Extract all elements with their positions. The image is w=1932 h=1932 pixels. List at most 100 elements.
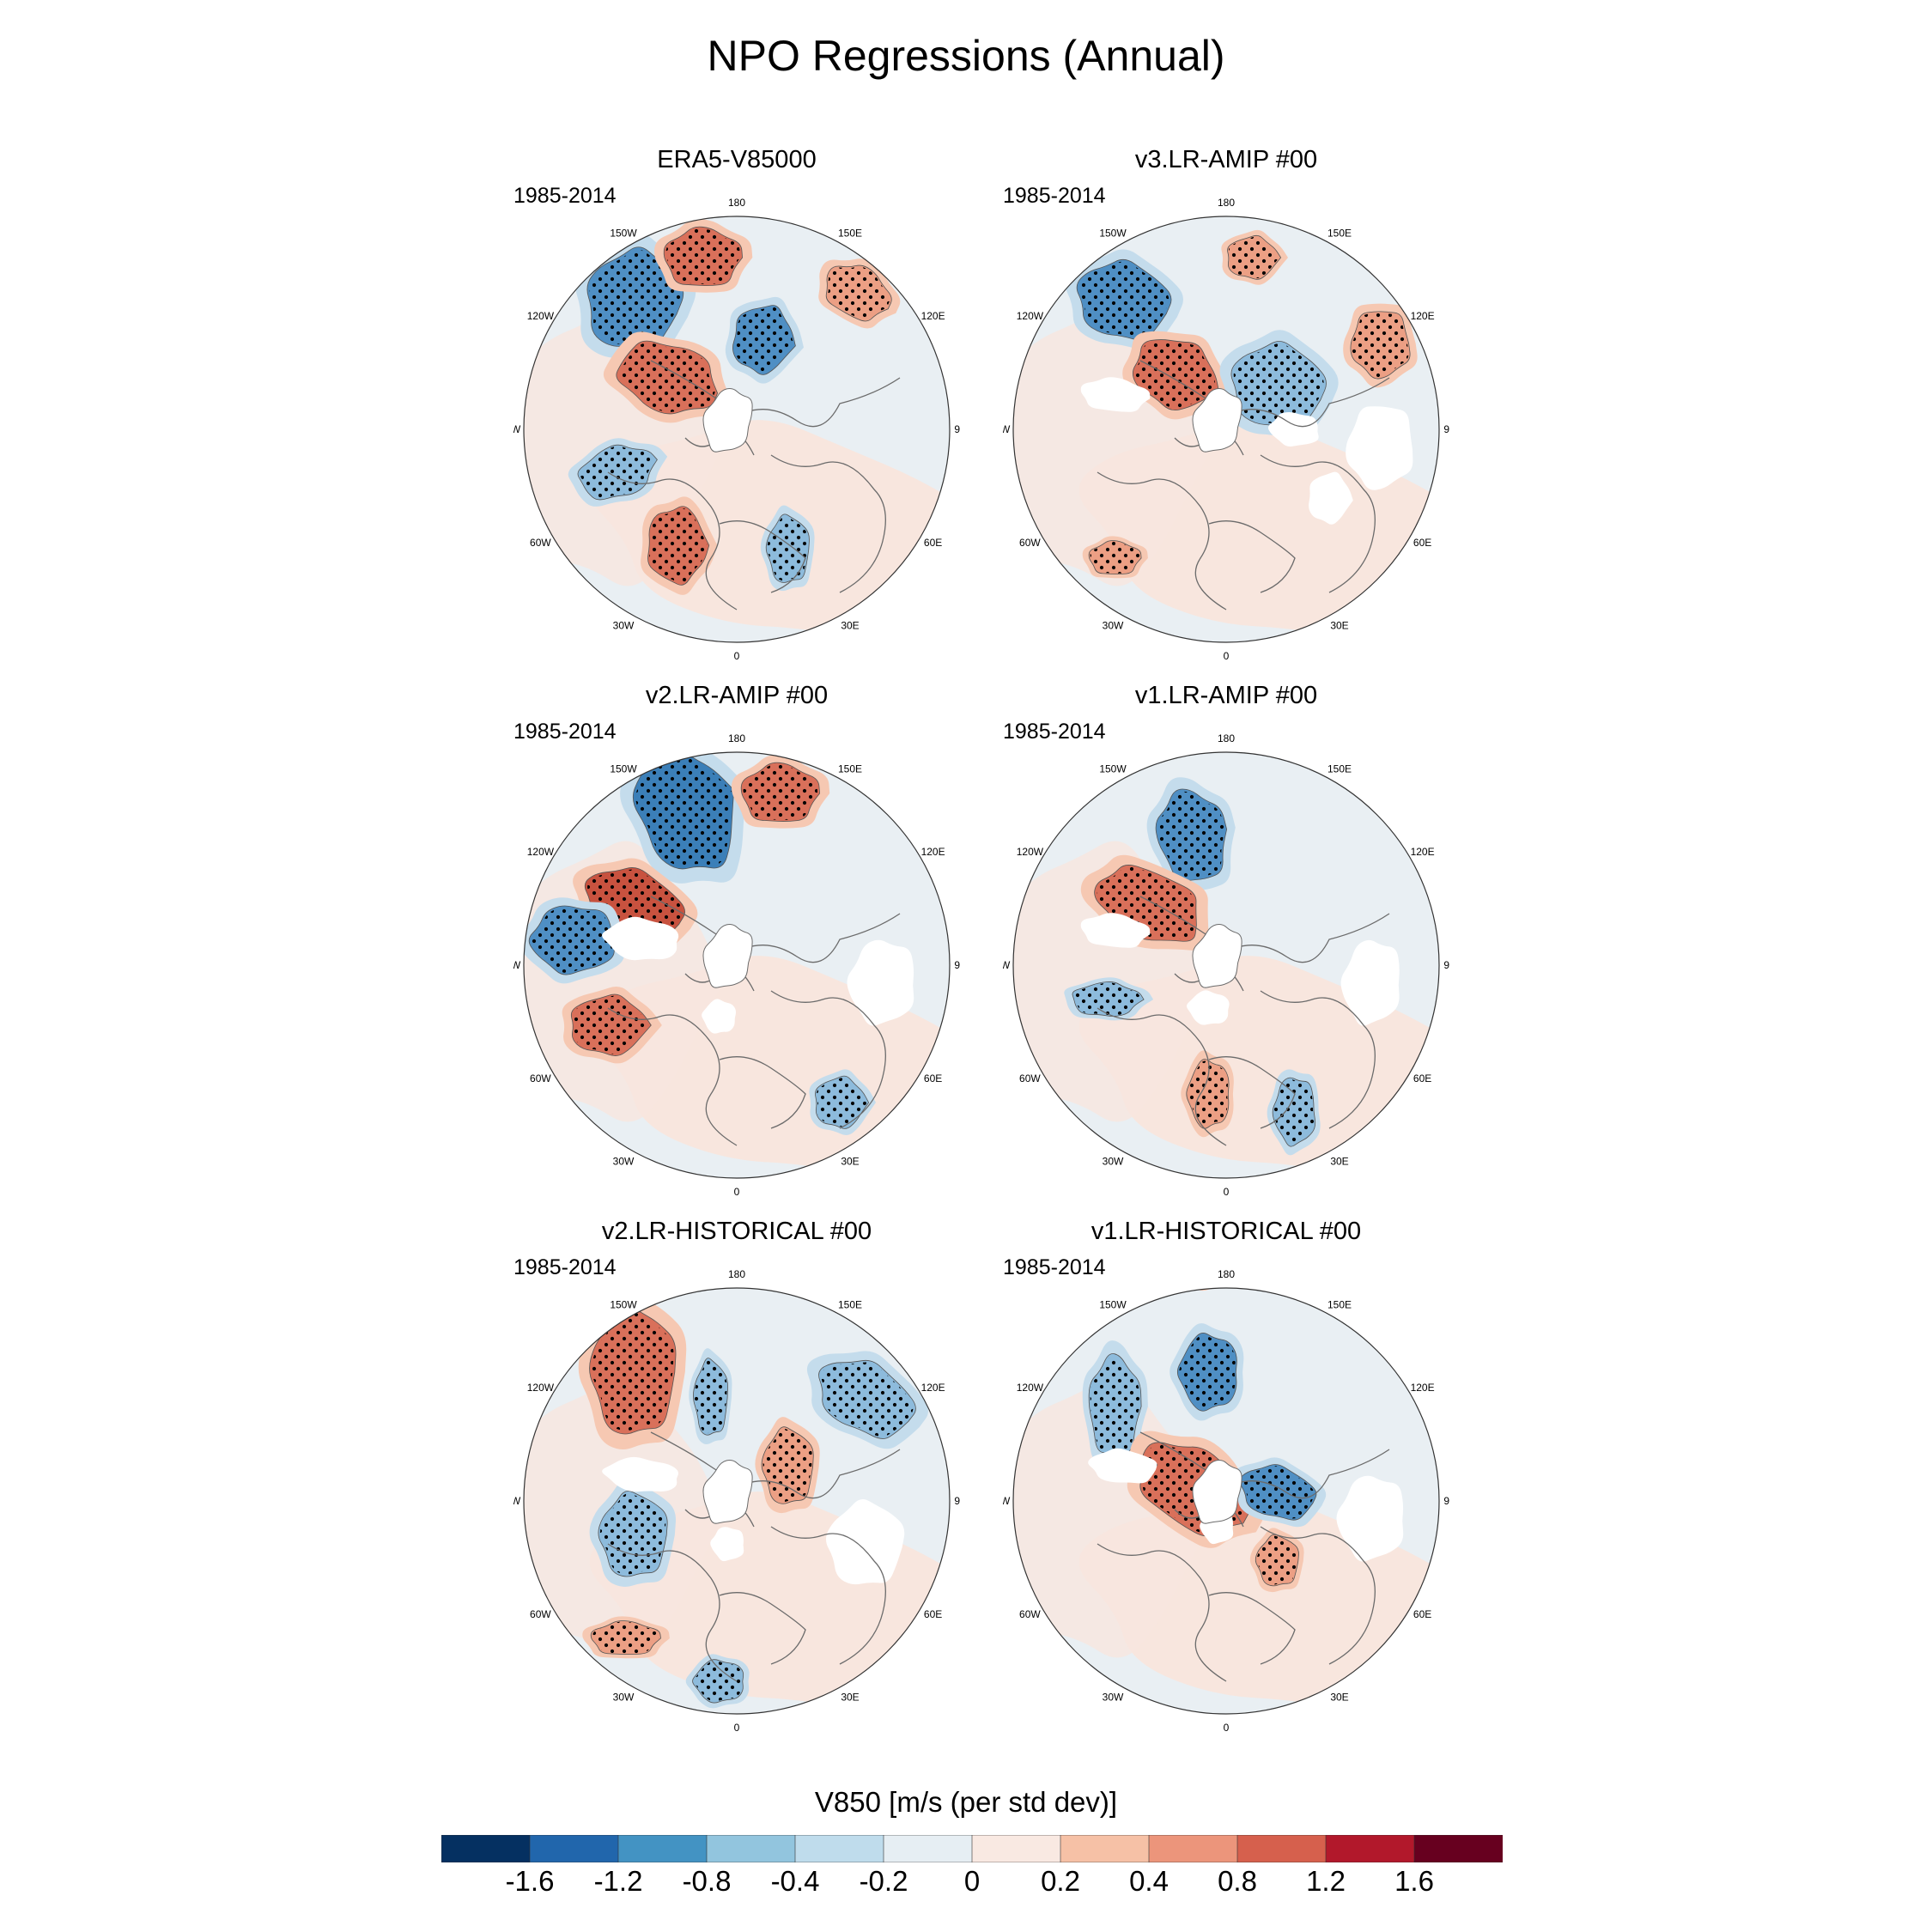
significance-stipple <box>1188 1060 1228 1127</box>
longitude-label: 0 <box>734 1186 740 1198</box>
missing-data-patch <box>1088 1448 1157 1484</box>
coastline <box>1260 1526 1376 1665</box>
longitude-label: 60E <box>924 1608 942 1620</box>
longitude-label: 30W <box>1103 1692 1124 1704</box>
significance-stipple <box>1273 1079 1315 1145</box>
longitude-label: 120W <box>1017 310 1044 322</box>
polar-map: 180 150E 120E 90E 60E 30E 0 30W 60W 90W 120W 150W <box>513 197 960 662</box>
panel-title: v2.LR-AMIP #00 <box>645 682 829 709</box>
colorbar-swatch <box>1413 1835 1503 1862</box>
longitude-label: 150W <box>1099 762 1127 775</box>
longitude-label: 60E <box>924 1072 942 1084</box>
map-panel: v2.LR-AMIP #00 1985-2014 180 150E 120E 90E 6… <box>513 682 960 1198</box>
missing-data-patch <box>1186 990 1230 1025</box>
significance-stipple <box>1233 343 1324 428</box>
colorbar-tick-label: 0.8 <box>1218 1865 1257 1897</box>
coastline <box>650 360 901 428</box>
missing-data-patch <box>1267 411 1319 447</box>
longitude-label: 120E <box>921 846 945 858</box>
longitude-label: 30E <box>841 1156 859 1168</box>
longitude-label: 150W <box>1099 1298 1127 1310</box>
map-boundary <box>523 216 951 643</box>
longitude-label: 90E <box>954 423 960 435</box>
significance-stipple <box>743 763 818 820</box>
longitude-label: 150E <box>838 227 862 239</box>
missing-data-patch <box>602 916 679 961</box>
longitude-label: 60E <box>1413 1072 1431 1084</box>
map-boundary <box>1012 1287 1440 1715</box>
longitude-label: 120W <box>527 846 555 858</box>
period-label: 1985-2014 <box>513 1255 617 1279</box>
significance-stipple <box>589 249 681 349</box>
map-boundary <box>523 751 951 1179</box>
significance-stipple <box>1090 1356 1140 1453</box>
period-label: 1985-2014 <box>513 720 617 744</box>
significance-stipple <box>573 995 649 1054</box>
missing-data-patch <box>710 1527 744 1562</box>
longitude-label: 150E <box>1327 762 1352 775</box>
significance-stipple <box>1256 1535 1298 1585</box>
coastline <box>607 1543 738 1682</box>
missing-data-patch <box>1346 406 1413 490</box>
longitude-label: 60E <box>1413 1608 1431 1620</box>
longitude-label: 30W <box>1103 620 1124 632</box>
colorbar-swatch <box>441 1835 531 1862</box>
longitude-label: 90E <box>954 959 960 971</box>
longitude-label: 60E <box>1413 537 1431 549</box>
significance-stipple <box>592 1621 659 1654</box>
coastline <box>719 1592 806 1665</box>
longitude-label: 90E <box>954 1495 960 1507</box>
map-boundary <box>523 1287 951 1715</box>
colorbar-tick-label: -1.2 <box>593 1865 643 1897</box>
colorbar-swatch <box>1325 1835 1415 1862</box>
colorbar-tick-label: -0.2 <box>859 1865 908 1897</box>
period-label: 1985-2014 <box>1003 1255 1106 1279</box>
greenland <box>1192 387 1242 453</box>
longitude-label: 0 <box>1224 1722 1230 1734</box>
missing-data-patch <box>702 999 737 1034</box>
longitude-label: 180 <box>728 732 745 744</box>
greenland <box>1192 923 1242 988</box>
colorbar-labels: -1.6 -1.2 -0.8 -0.4 -0.2 0 0.2 0.4 0.8 1.2 1.6 <box>0 1865 1932 1899</box>
greenland <box>702 1459 753 1524</box>
missing-data-patch <box>1080 913 1151 948</box>
significance-stipple <box>592 1309 674 1431</box>
significance-stipple <box>599 1493 666 1575</box>
colorbar-swatch <box>529 1835 619 1862</box>
panel-title: ERA5-V85000 <box>657 146 817 173</box>
longitude-label: 60W <box>530 1608 551 1620</box>
map-boundary <box>1012 216 1440 643</box>
longitude-label: 120E <box>1411 1382 1435 1394</box>
significance-stipple <box>1134 341 1217 409</box>
colorbar-title: V850 [m/s (per std dev)] <box>814 1786 1118 1818</box>
longitude-label: 90E <box>1443 959 1449 971</box>
coastline <box>1139 360 1390 428</box>
colorbar-swatch <box>971 1835 1061 1862</box>
longitude-label: 30E <box>1330 620 1348 632</box>
longitude-label: 60W <box>1019 1072 1041 1084</box>
coastline <box>1208 1592 1296 1665</box>
polar-map: 180 150E 120E 90E 60E 30E 0 30W 60W 90W 120W 150W <box>1003 1268 1449 1734</box>
longitude-label: 0 <box>1224 1186 1230 1198</box>
coastline <box>1139 1431 1390 1499</box>
longitude-label: 90W <box>513 423 521 435</box>
longitude-label: 150W <box>610 1298 637 1310</box>
significance-stipple <box>821 1362 914 1437</box>
coastline <box>1139 896 1390 963</box>
longitude-label: 60W <box>1019 537 1041 549</box>
map-panel: v1.LR-AMIP #00 1985-2014 180 150E 120E 90E 6… <box>1003 682 1449 1198</box>
longitude-label: 30E <box>1330 1156 1348 1168</box>
longitude-label: 60W <box>530 537 551 549</box>
coastline <box>1208 1056 1296 1129</box>
longitude-label: 180 <box>1218 197 1235 209</box>
missing-data-patch <box>847 939 914 1026</box>
colorbar-swatch <box>617 1835 708 1862</box>
longitude-label: 90W <box>513 959 521 971</box>
longitude-label: 60W <box>530 1072 551 1084</box>
significance-stipple <box>1078 261 1170 338</box>
colorbar-tick-label: 0.4 <box>1129 1865 1169 1897</box>
longitude-label: 90W <box>1003 1495 1011 1507</box>
significance-stipple <box>767 515 809 581</box>
missing-data-patch <box>1336 1475 1404 1562</box>
coastline <box>719 1056 806 1129</box>
